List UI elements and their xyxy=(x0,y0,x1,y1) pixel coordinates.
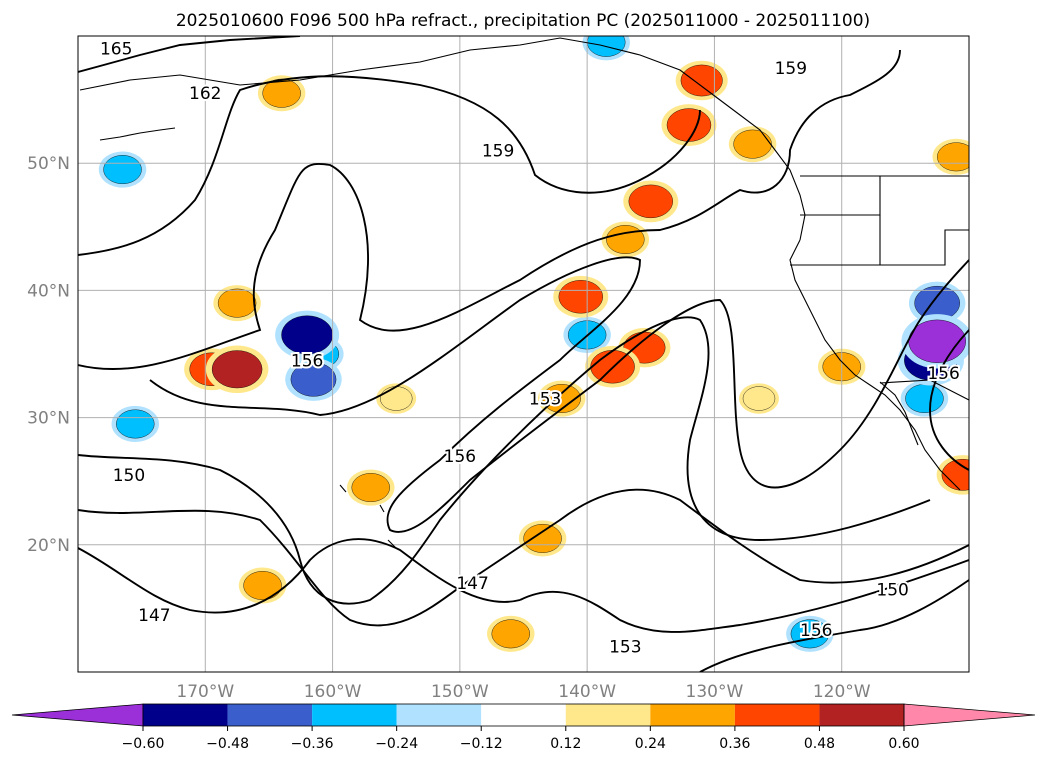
contour-label: 156 xyxy=(444,447,476,467)
y-tick-label: 20°N xyxy=(27,536,70,556)
x-tick-label: 150°W xyxy=(431,682,489,702)
contour-153 xyxy=(78,316,931,605)
contour-159 xyxy=(78,49,901,370)
colorbar-tick-label: 0.60 xyxy=(888,736,919,752)
precip-cell xyxy=(905,384,944,413)
colorbar-tick-label: 0.12 xyxy=(550,736,581,752)
contour-label: 159 xyxy=(775,59,807,79)
colorbar-extend-high xyxy=(903,703,1036,727)
contour-labels: 165 162 159 159 156 156 156 156 153 153 150 150 147 1… xyxy=(98,38,962,660)
contour-165 xyxy=(78,36,301,73)
colorbar-tick-label: 0.48 xyxy=(804,736,835,752)
precip-cell xyxy=(217,288,257,318)
contour-label: 156 xyxy=(800,621,832,641)
colorbar-tick-label: −0.36 xyxy=(291,736,334,752)
precip-cell xyxy=(523,523,562,553)
precip-cell xyxy=(103,155,142,185)
precip-cell xyxy=(542,384,581,413)
x-tick-label: 170°W xyxy=(176,682,234,702)
y-tick-label: 50°N xyxy=(27,154,70,174)
colorbar-frame xyxy=(142,703,905,727)
precip-cell xyxy=(380,386,413,411)
precip-cell xyxy=(116,409,155,439)
us-mexico-border xyxy=(879,379,969,401)
y-tick-label: 40°N xyxy=(27,281,70,301)
precip-cell xyxy=(941,459,969,491)
colorbar-bin xyxy=(565,704,651,726)
contour-label: 147 xyxy=(138,606,170,626)
precip-cell xyxy=(680,64,723,97)
x-tick-label: 120°W xyxy=(813,682,871,702)
precip-cell xyxy=(666,108,712,142)
gridlines xyxy=(78,36,969,672)
contour-label: 165 xyxy=(100,40,132,60)
colorbar-tick-label: −0.48 xyxy=(206,736,249,752)
precip-cell xyxy=(733,129,772,159)
precip-cell xyxy=(290,362,337,397)
colorbar-tick-label: −0.24 xyxy=(375,736,418,752)
contour-label: 150 xyxy=(876,580,908,600)
contour-150 xyxy=(78,488,969,627)
precip-cell xyxy=(742,386,776,411)
contour-label: 159 xyxy=(482,141,514,161)
colorbar-bin xyxy=(227,704,313,726)
colorbar-tick-label: −0.12 xyxy=(460,736,503,752)
plot-frame xyxy=(77,35,970,673)
contour-156-east xyxy=(929,329,969,471)
y-tick-label: 30°N xyxy=(27,409,70,429)
contour-south-2 xyxy=(699,579,969,672)
aleutian-islands xyxy=(99,127,176,141)
colorbar-tick-label: −0.60 xyxy=(122,736,165,752)
contour-south-1 xyxy=(519,559,969,633)
precip-cell xyxy=(558,280,603,314)
precipitation-layer xyxy=(98,36,969,652)
colorbar-bin xyxy=(396,704,482,726)
colorbar-bin xyxy=(819,704,904,726)
precip-cell xyxy=(937,142,969,172)
contour-147 xyxy=(78,538,521,614)
colorbar-bin xyxy=(481,704,566,726)
precip-cell xyxy=(587,36,626,57)
colorbar-tick-label: 0.36 xyxy=(719,736,750,752)
x-tick-label: 130°W xyxy=(686,682,744,702)
precip-cell xyxy=(211,350,263,389)
colorbar-bin xyxy=(143,704,228,726)
contour-label: 147 xyxy=(456,574,488,594)
axis-tick-labels: 170°W 160°W 150°W 140°W 130°W 120°W 20°N 30°N 40… xyxy=(27,154,871,702)
colorbar-tick-label: 0.24 xyxy=(635,736,666,752)
contour-label: 162 xyxy=(189,84,221,104)
colorbar-bin xyxy=(650,704,735,726)
colorbar-bin xyxy=(734,704,820,726)
precip-cell xyxy=(281,315,333,355)
precip-cell xyxy=(628,184,673,219)
contour-162 xyxy=(78,75,701,256)
contour-156-outer xyxy=(149,256,969,533)
precip-cell xyxy=(606,225,645,254)
contour-label: 150 xyxy=(113,466,145,486)
contour-label: 153 xyxy=(529,390,561,410)
contour-label: 153 xyxy=(609,638,641,658)
precip-cell xyxy=(243,571,282,600)
us-state-line-2 xyxy=(790,229,969,266)
x-tick-label: 140°W xyxy=(558,682,616,702)
north-america-coastline xyxy=(789,239,961,491)
colorbar-extend-low xyxy=(11,703,144,727)
refractivity-contours xyxy=(78,36,969,672)
contour-label: 156 xyxy=(291,351,323,371)
contour-label: 156 xyxy=(927,364,959,384)
precip-cell xyxy=(491,619,530,649)
precip-cell xyxy=(351,473,390,503)
colorbar-bin xyxy=(312,704,397,726)
colorbar: −0.60 −0.48 −0.36 −0.24 −0.12 0.12 0.24 0.36 0.4… xyxy=(11,703,1036,752)
chart-title: 2025010600 F096 500 hPa refract., precip… xyxy=(176,11,870,31)
baja-peninsula xyxy=(879,381,919,446)
x-tick-label: 160°W xyxy=(304,682,362,702)
